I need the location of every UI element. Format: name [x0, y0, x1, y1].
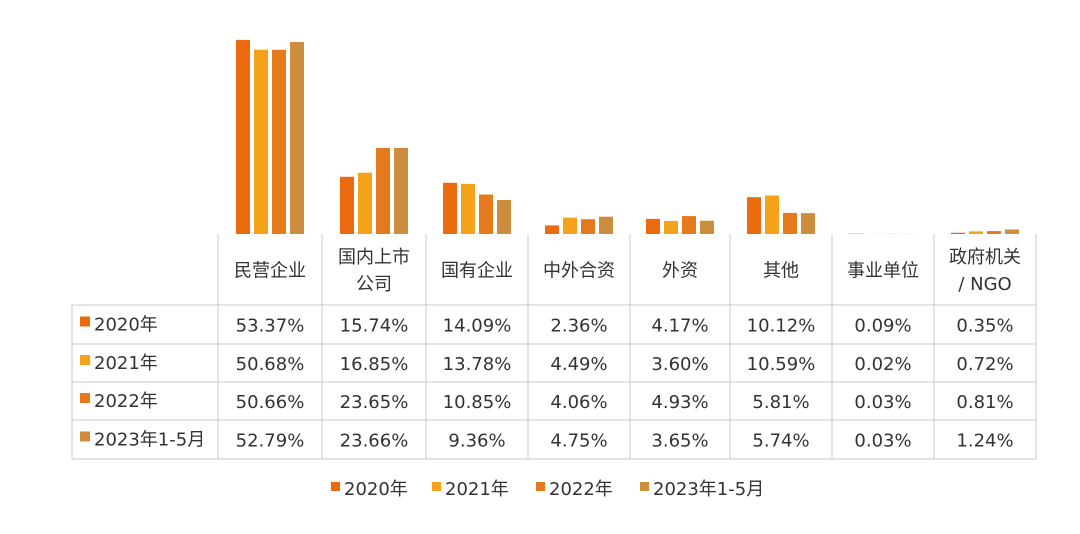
- bar-4-5: [700, 220, 714, 234]
- bar-2-5: [664, 220, 678, 234]
- data-label-1-7: 0.09%: [854, 316, 911, 337]
- row-key-2: [80, 355, 90, 365]
- data-label-4-5: 3.65%: [651, 431, 708, 452]
- bar-3-3: [479, 194, 493, 234]
- bar-2-2: [358, 172, 372, 234]
- data-label-4-6: 5.74%: [752, 431, 809, 452]
- data-label-1-5: 4.17%: [651, 316, 708, 337]
- data-label-2-3: 13.78%: [443, 354, 512, 375]
- bar-4-3: [497, 199, 511, 234]
- bar-1-4: [545, 225, 559, 234]
- row-key-3: [80, 393, 90, 403]
- legend-swatch-3: [536, 482, 545, 491]
- bar-2-4: [563, 217, 577, 234]
- data-label-4-3: 9.36%: [448, 431, 505, 452]
- data-label-1-6: 10.12%: [747, 316, 816, 337]
- data-label-4-2: 23.66%: [340, 431, 409, 452]
- category-label-8-2: / NGO: [958, 274, 1011, 295]
- bar-2-8: [969, 231, 983, 234]
- data-label-1-2: 15.74%: [340, 316, 409, 337]
- category-label-6: 其他: [763, 261, 799, 282]
- row-series-name-2: 2021年: [94, 353, 158, 374]
- data-label-3-1: 50.66%: [236, 392, 305, 413]
- data-label-1-4: 2.36%: [550, 316, 607, 337]
- bars-group: [236, 39, 1019, 235]
- data-label-1-3: 14.09%: [443, 316, 512, 337]
- bar-4-1: [290, 42, 304, 234]
- legend-label-3: 2022年: [549, 479, 613, 500]
- data-label-2-6: 10.59%: [747, 354, 816, 375]
- data-label-3-3: 10.85%: [443, 392, 512, 413]
- bar-2-1: [254, 49, 268, 234]
- data-label-3-5: 4.93%: [651, 392, 708, 413]
- data-label-2-8: 0.72%: [956, 354, 1013, 375]
- data-label-1-1: 53.37%: [236, 316, 305, 337]
- data-label-4-7: 0.03%: [854, 431, 911, 452]
- data-label-2-1: 50.68%: [236, 354, 305, 375]
- bar-3-1: [272, 49, 286, 235]
- bar-1-3: [443, 182, 457, 234]
- bar-3-2: [376, 148, 390, 234]
- row-key-1: [80, 316, 90, 327]
- bar-2-6: [765, 195, 779, 234]
- bar-4-4: [599, 216, 613, 234]
- bar-1-6: [747, 197, 761, 234]
- bar-4-8: [1005, 229, 1019, 234]
- bar-2-3: [461, 183, 475, 234]
- data-label-3-2: 23.65%: [340, 392, 409, 413]
- category-label-2-1: 国内上市: [338, 247, 410, 268]
- category-label-3: 国有企业: [441, 261, 513, 282]
- data-label-1-8: 0.35%: [956, 316, 1013, 337]
- data-label-4-8: 1.24%: [956, 431, 1013, 452]
- row-series-name-3: 2022年: [94, 391, 158, 412]
- data-label-2-7: 0.02%: [854, 354, 911, 375]
- category-label-8-1: 政府机关: [949, 247, 1021, 268]
- data-label-4-1: 52.79%: [236, 431, 305, 452]
- legend-label-4: 2023年1-5月: [653, 479, 764, 500]
- data-label-2-4: 4.49%: [550, 354, 607, 375]
- legend-label-1: 2020年: [344, 479, 408, 500]
- row-series-name-1: 2020年: [94, 315, 158, 336]
- bar-1-8: [951, 232, 965, 234]
- row-series-name-4: 2023年1-5月: [94, 430, 205, 451]
- bar-4-6: [801, 213, 815, 234]
- category-label-7: 事业单位: [847, 261, 919, 282]
- bar-4-2: [394, 147, 408, 234]
- row-key-4: [80, 431, 90, 442]
- category-label-4: 中外合资: [543, 261, 615, 282]
- category-label-2-2: 公司: [356, 274, 392, 295]
- legend: 2020年 2021年 2022年 2023年1-5月: [331, 479, 764, 500]
- category-label-1: 民营企业: [234, 261, 306, 282]
- data-label-4-4: 4.75%: [550, 431, 607, 452]
- data-label-3-6: 5.81%: [752, 392, 809, 413]
- bar-3-6: [783, 212, 797, 234]
- data-label-3-7: 0.03%: [854, 392, 911, 413]
- category-label-5: 外资: [662, 261, 698, 282]
- data-label-3-4: 4.06%: [550, 392, 607, 413]
- data-label-2-2: 16.85%: [340, 354, 409, 375]
- legend-swatch-1: [331, 482, 340, 491]
- legend-swatch-2: [432, 482, 441, 491]
- legend-label-2: 2021年: [445, 479, 509, 500]
- bar-3-4: [581, 219, 595, 234]
- legend-swatch-4: [640, 482, 649, 491]
- bar-1-5: [646, 218, 660, 234]
- bar-3-8: [987, 231, 1001, 234]
- data-label-3-8: 0.81%: [956, 392, 1013, 413]
- bar-1-2: [340, 176, 354, 234]
- data-label-2-5: 3.60%: [651, 354, 708, 375]
- bar-3-5: [682, 216, 696, 234]
- bar-1-1: [236, 39, 250, 234]
